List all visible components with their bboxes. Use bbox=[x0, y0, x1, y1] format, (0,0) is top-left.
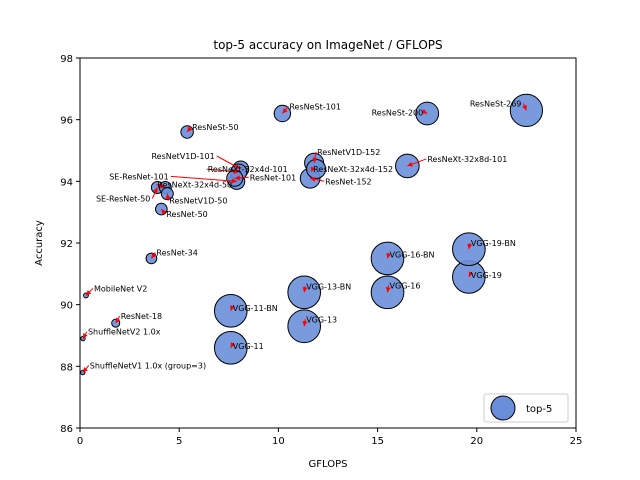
annotation-arrow-vgg-19 bbox=[468, 271, 474, 278]
legend-marker bbox=[490, 395, 516, 421]
point-label-vgg-13-bn: VGG-13-BN bbox=[306, 282, 351, 291]
point-label-vgg-11: VGG-11 bbox=[233, 342, 264, 351]
annotation-arrow-vgg-16-bn bbox=[386, 252, 392, 259]
point-label-vgg-16: VGG-16 bbox=[390, 281, 421, 290]
x-tick-label: 10 bbox=[272, 436, 285, 447]
x-tick-label: 20 bbox=[470, 436, 483, 447]
point-label-resnest-269: ResNeSt-269 bbox=[470, 99, 522, 108]
point-label-mobilenet-v2: MobileNet V2 bbox=[94, 284, 147, 293]
legend-label: top-5 bbox=[526, 404, 552, 415]
point-label-resnest-200: ResNeSt-200 bbox=[372, 109, 424, 118]
annotation-arrow-resnest-269 bbox=[522, 103, 527, 111]
y-tick-label: 86 bbox=[60, 424, 73, 435]
annotation-arrow-vgg-13 bbox=[302, 319, 308, 327]
annotation-arrow-vgg-11-bn bbox=[229, 305, 235, 311]
point-label-resnet-50: ResNet-50 bbox=[166, 210, 207, 219]
annotation-arrow-resnet-34 bbox=[151, 252, 157, 259]
point-label-se-resnet-50: SE-ResNet-50 bbox=[96, 195, 150, 204]
point-label-vgg-13: VGG-13 bbox=[306, 315, 337, 324]
y-tick-label: 96 bbox=[60, 116, 73, 127]
annotation-arrow-resnet-152 bbox=[310, 176, 325, 182]
annotation-arrow-resnet-18 bbox=[115, 315, 121, 324]
x-tick-label: 15 bbox=[371, 436, 384, 447]
y-tick-label: 88 bbox=[60, 362, 73, 373]
annotation-arrow-resnest-200 bbox=[421, 109, 428, 114]
x-tick-label: 0 bbox=[77, 436, 83, 447]
y-tick-label: 90 bbox=[60, 301, 73, 312]
point-label-resnext-32x4d-50: ResNeXt-32x4d-50 bbox=[157, 181, 232, 190]
point-label-resnetv1d-152: ResNetV1D-152 bbox=[317, 148, 380, 157]
annotation-arrow-mobilenet-v2 bbox=[85, 288, 94, 296]
annotation-arrow-resnest-50 bbox=[186, 126, 193, 133]
annotation-arrow-vgg-16 bbox=[385, 285, 391, 293]
annotation-arrow-shufflenetv2-1-0x bbox=[82, 331, 88, 339]
y-axis-label: Accuracy bbox=[34, 220, 45, 266]
annotation-arrow-resnext-32x4d-50 bbox=[156, 183, 166, 189]
point-label-vgg-19: VGG-19 bbox=[471, 271, 502, 280]
annotation-arrow-resnext-32x4d-152 bbox=[311, 166, 317, 172]
y-tick-label: 98 bbox=[60, 54, 73, 65]
point-label-resnetv1d-50: ResNetV1D-50 bbox=[169, 197, 227, 206]
point-resnext-32x8d-101 bbox=[395, 153, 420, 179]
point-label-resnetv1d-101: ResNetV1D-101 bbox=[151, 152, 214, 161]
legend: top-5 bbox=[483, 393, 569, 423]
annotation-arrow-se-resnet-101 bbox=[170, 175, 237, 184]
x-tick-label: 25 bbox=[570, 436, 583, 447]
annotation-arrow-resnext-32x4d-101 bbox=[206, 168, 239, 175]
annotation-arrow-resnext-32x8d-101 bbox=[407, 158, 427, 167]
point-label-resnext-32x8d-101: ResNeXt-32x8d-101 bbox=[427, 155, 507, 164]
point-resnet-34 bbox=[145, 252, 158, 265]
x-axis-label: GFLOPS bbox=[309, 459, 348, 470]
annotation-arrow-se-resnet-50 bbox=[151, 187, 158, 199]
annotation-arrow-resnetv1d-152 bbox=[312, 151, 318, 163]
annotation-arrow-resnetv1d-50 bbox=[165, 193, 171, 201]
point-label-vgg-16-bn: VGG-16-BN bbox=[390, 250, 435, 259]
point-label-shufflenetv2-1-0x: ShuffleNetV2 1.0x bbox=[88, 328, 161, 337]
point-label-resnest-101: ResNeSt-101 bbox=[289, 103, 341, 112]
annotation-arrow-vgg-13-bn bbox=[302, 286, 308, 293]
point-label-resnet-34: ResNet-34 bbox=[156, 248, 197, 257]
point-label-resnext-32x4d-101: ResNeXt-32x4d-101 bbox=[208, 165, 288, 174]
annotation-arrow-vgg-19-bn bbox=[467, 243, 473, 250]
point-label-resnet-18: ResNet-18 bbox=[121, 312, 162, 321]
annotation-arrow-resnetv1d-101 bbox=[216, 155, 241, 170]
point-label-resnest-50: ResNeSt-50 bbox=[192, 123, 238, 132]
point-vgg-13-bn bbox=[287, 275, 322, 310]
point-label-se-resnet-101: SE-ResNet-101 bbox=[109, 172, 169, 181]
y-tick-label: 92 bbox=[60, 239, 73, 250]
annotation-arrow-resnet-50 bbox=[160, 208, 167, 215]
point-label-resnext-32x4d-152: ResNeXt-32x4d-152 bbox=[313, 165, 393, 174]
annotation-arrow-resnet-101 bbox=[234, 175, 249, 181]
y-tick-label: 94 bbox=[60, 177, 73, 188]
annotation-arrow-resnest-101 bbox=[281, 106, 289, 114]
x-tick-label: 5 bbox=[176, 436, 182, 447]
point-label-vgg-11-bn: VGG-11-BN bbox=[233, 304, 278, 313]
point-label-resnet-101: ResNet-101 bbox=[250, 173, 297, 182]
point-label-vgg-19-bn: VGG-19-BN bbox=[471, 239, 516, 248]
annotation-arrow-shufflenetv1-1-0x-group-3 bbox=[82, 365, 90, 373]
chart-title: top-5 accuracy on ImageNet / GFLOPS bbox=[213, 38, 442, 52]
point-label-shufflenetv1-1-0x-group-3: ShuffleNetV1 1.0x (group=3) bbox=[90, 362, 206, 371]
point-label-resnet-152: ResNet-152 bbox=[325, 177, 372, 186]
annotation-arrow-vgg-11 bbox=[230, 342, 236, 349]
